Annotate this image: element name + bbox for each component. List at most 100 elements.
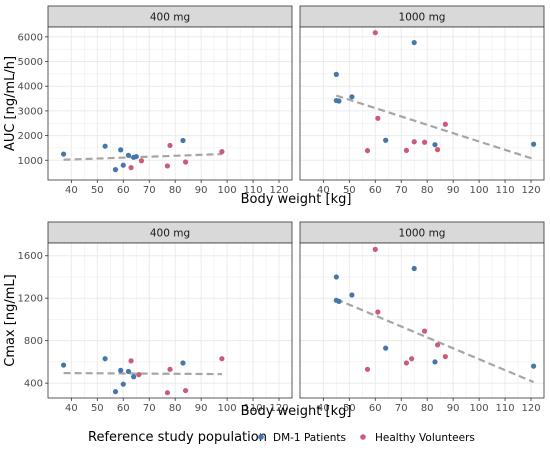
- x-tick-label: 110: [496, 185, 515, 196]
- data-point: [336, 98, 342, 104]
- x-tick-label: 90: [447, 403, 460, 414]
- panel-auc-400mg: 400 mg 40 50 60 70 80 90 100 110 120 1000 2000 3000 4…: [18, 5, 293, 196]
- data-point: [118, 367, 124, 373]
- panel-background: [300, 27, 544, 180]
- legend-title: Reference study population: [88, 430, 267, 445]
- data-point: [138, 158, 145, 164]
- data-point: [421, 328, 428, 334]
- facet-label: 1000 mg: [399, 12, 446, 24]
- facet-label: 400 mg: [150, 228, 190, 240]
- x-axis-title: Body weight [kg]: [241, 192, 352, 207]
- data-point: [125, 152, 132, 158]
- trend-line: [63, 371, 222, 376]
- data-point: [333, 274, 339, 280]
- data-point: [375, 115, 381, 121]
- data-point: [364, 148, 371, 154]
- x-tick-label: 100: [218, 403, 237, 414]
- y-tick-label: 1200: [18, 294, 43, 305]
- data-point: [182, 387, 189, 394]
- data-point: [125, 368, 132, 375]
- y-tick-label: 2000: [18, 131, 43, 142]
- data-point: [333, 71, 339, 77]
- data-point: [120, 162, 126, 168]
- data-point: [383, 137, 389, 143]
- data-point: [364, 366, 371, 372]
- data-point: [131, 374, 137, 380]
- x-axis-title: Body weight [kg]: [241, 404, 352, 419]
- x-tick-label: 90: [195, 185, 208, 196]
- data-point: [182, 159, 189, 165]
- data-point: [102, 356, 108, 362]
- x-tick-label: 110: [244, 185, 263, 196]
- x-tick-label: 50: [91, 185, 104, 196]
- data-point: [531, 363, 537, 369]
- data-point: [442, 121, 448, 127]
- x-tick-label: 40: [65, 185, 78, 196]
- data-point: [133, 153, 139, 160]
- data-point: [411, 139, 417, 145]
- data-point: [409, 356, 415, 362]
- facet-label: 1000 mg: [399, 228, 446, 240]
- x-tick-label: 60: [369, 185, 382, 196]
- y-axis-title: Cmax [ng/mL]: [3, 274, 18, 366]
- data-point: [403, 147, 410, 153]
- x-tick-label: 70: [143, 403, 156, 414]
- trend-line: [63, 152, 222, 161]
- x-tick-label: 40: [317, 403, 330, 414]
- data-point: [120, 381, 126, 387]
- panel-background: [48, 27, 292, 180]
- data-point: [112, 167, 119, 173]
- legend-swatch: [258, 434, 264, 440]
- data-point: [349, 94, 355, 100]
- panel-background: [48, 243, 292, 398]
- x-tick-label: 120: [269, 403, 288, 414]
- data-point: [421, 139, 428, 145]
- y-tick-label: 6000: [18, 32, 43, 43]
- x-tick-label: 90: [195, 403, 208, 414]
- data-point: [411, 39, 417, 46]
- x-tick-label: 80: [169, 403, 182, 414]
- data-point: [164, 390, 171, 396]
- x-tick-label: 110: [244, 403, 263, 414]
- data-point: [432, 142, 438, 148]
- trend-line: [336, 94, 534, 161]
- panel-border: [299, 242, 545, 399]
- x-tick-label: 60: [117, 185, 130, 196]
- data-point: [383, 345, 389, 351]
- x-tick-label: 40: [317, 185, 330, 196]
- data-point: [118, 147, 124, 153]
- data-point: [167, 366, 173, 372]
- data-point: [442, 353, 448, 360]
- x-tick-label: 100: [470, 403, 489, 414]
- legend-label: Healthy Volunteers: [375, 432, 475, 444]
- data-point: [372, 30, 378, 36]
- panel-cmax-1000mg: 1000 mg 40 50 60 70 80 90 100 110 120: [299, 221, 545, 414]
- data-point: [128, 358, 134, 364]
- data-point: [434, 147, 441, 153]
- data-point: [432, 359, 438, 365]
- x-tick-label: 80: [421, 185, 434, 196]
- x-tick-label: 100: [218, 185, 237, 196]
- data-point: [136, 372, 142, 378]
- x-tick-label: 50: [91, 403, 104, 414]
- data-point: [102, 143, 108, 149]
- y-tick-label: 3000: [18, 106, 43, 117]
- data-point: [180, 137, 186, 144]
- facet-label: 400 mg: [150, 12, 190, 24]
- data-point: [112, 389, 119, 395]
- panel-border: [47, 242, 293, 399]
- data-point: [167, 142, 173, 149]
- data-point: [60, 151, 67, 157]
- legend-swatch: [360, 434, 366, 440]
- trend-line: [335, 298, 535, 384]
- x-tick-label: 100: [470, 185, 489, 196]
- y-tick-label: 5000: [18, 57, 43, 68]
- data-point: [403, 360, 410, 366]
- legend-label: DM-1 Patients: [273, 432, 346, 444]
- x-tick-label: 40: [65, 403, 78, 414]
- panel-cmax-400mg: 400 mg 40 50 60 70 80 90 100 110 120 400 800 1200 160…: [18, 221, 293, 414]
- x-tick-label: 90: [447, 185, 460, 196]
- panel-auc-1000mg: 1000 mg 40 50 60 70 80 90 100 110 120: [299, 5, 545, 196]
- x-tick-label: 80: [169, 185, 182, 196]
